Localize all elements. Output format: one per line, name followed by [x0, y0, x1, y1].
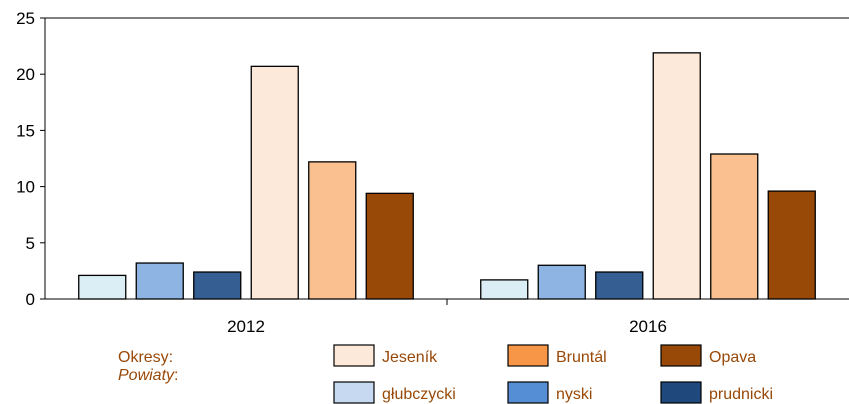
- legend-row1-label: Okresy:: [118, 349, 173, 366]
- x-category-label: 2016: [629, 317, 667, 336]
- legend-swatch-głubczycki: [333, 381, 375, 404]
- bar-opava-2016: [767, 190, 816, 300]
- y-tick-label: 25: [16, 9, 35, 28]
- bar-opava-2012: [365, 192, 414, 300]
- legend-label-nyski: nyski: [556, 386, 592, 403]
- chart-labels: 0 5 10 15 20 25 2012 2016: [16, 9, 667, 336]
- bar-prudnicki-2016: [595, 271, 644, 300]
- bar-nyski-2016: [537, 264, 586, 300]
- legend-swatch-bruntál: [507, 344, 549, 367]
- y-tick-label: 0: [26, 290, 35, 309]
- bar-głubczycki-2016: [480, 279, 529, 300]
- legend-row2-label-colon: :: [174, 367, 178, 384]
- legend-row2-label: Powiaty:: [118, 367, 178, 384]
- x-category-label: 2012: [227, 317, 265, 336]
- bar-głubczycki-2012: [78, 274, 127, 300]
- bar-jeseník-2012: [250, 65, 299, 300]
- bar-bruntál-2016: [710, 153, 759, 300]
- y-tick-label: 10: [16, 178, 35, 197]
- bar-jeseník-2016: [652, 52, 701, 300]
- legend-label-głubczycki: głubczycki: [382, 386, 456, 403]
- legend-swatch-jeseník: [333, 344, 375, 367]
- chart-legend: Okresy:Powiaty: Jeseník Bruntál Opava głubcz…: [118, 344, 773, 404]
- legend-row2-label-text: Powiaty: [118, 367, 175, 384]
- legend-label-opava: Opava: [709, 349, 756, 366]
- bar-nyski-2012: [135, 262, 184, 300]
- y-tick-label: 5: [26, 234, 35, 253]
- legend-label-jeseník: Jeseník: [382, 349, 438, 366]
- legend-label-prudnicki: prudnicki: [709, 386, 773, 403]
- y-tick-label: 20: [16, 65, 35, 84]
- bar-bruntál-2012: [308, 161, 357, 300]
- legend-swatch-nyski: [507, 381, 549, 404]
- bar-prudnicki-2012: [193, 271, 242, 300]
- legend-label-bruntál: Bruntál: [556, 349, 607, 366]
- legend-swatch-prudnicki: [660, 381, 702, 404]
- y-tick-label: 15: [16, 121, 35, 140]
- legend-swatch-opava: [660, 344, 702, 367]
- chart-bars: [78, 52, 816, 300]
